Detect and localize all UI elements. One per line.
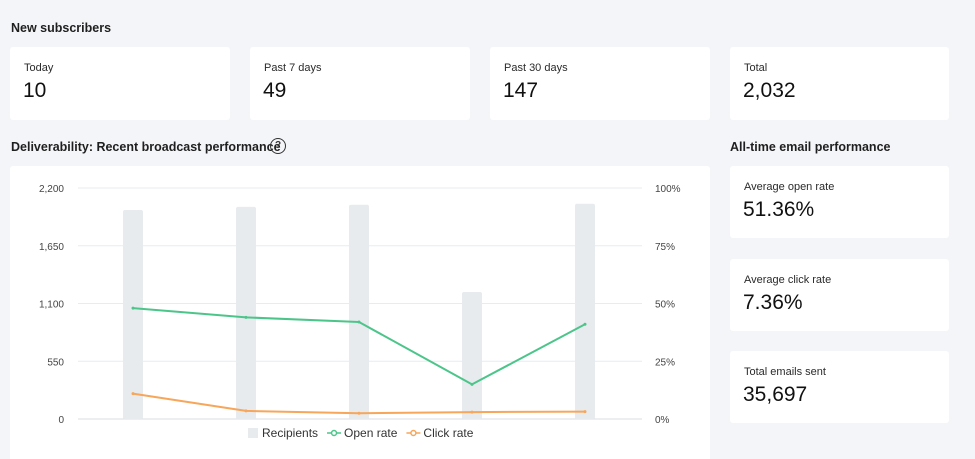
click-rate-point [470, 410, 474, 414]
y2-tick-label: 25% [655, 357, 675, 368]
new-subscribers-title: New subscribers [11, 21, 112, 35]
recipients-bar [123, 210, 143, 419]
stat-label: Total [744, 62, 768, 74]
click-rate-legend-marker [410, 429, 417, 437]
performance-chart: 0 0% 550 25% 1,100 50% 1,650 75% 2,200 100% Recipi… [39, 184, 681, 440]
y-tick-label: 1,650 [39, 242, 64, 253]
stat-value: 49 [263, 79, 287, 102]
click-rate-point [244, 409, 248, 413]
open-rate-legend-marker [330, 429, 338, 437]
stat-value: 51.36% [743, 198, 815, 221]
stat-label: Average open rate [744, 181, 835, 193]
help-icon[interactable]: ? [270, 138, 286, 154]
click-rate-point [583, 410, 587, 414]
stat-value: 10 [23, 79, 47, 102]
legend-label: Open rate [344, 426, 398, 440]
y-tick-label: 550 [47, 357, 64, 368]
open-rate-point [357, 320, 361, 324]
stat-card-total: Total 2,032 [730, 47, 949, 120]
avg-click-rate-card: Average click rate 7.36% [730, 259, 949, 331]
click-rate-point [131, 392, 135, 396]
click-rate-point [357, 411, 361, 415]
stat-value: 35,697 [743, 383, 808, 406]
recipients-bar [462, 291, 482, 419]
y2-tick-label: 100% [655, 184, 681, 195]
open-rate-point [244, 315, 248, 319]
legend-label: Click rate [423, 426, 473, 440]
stat-label: Past 7 days [264, 62, 322, 74]
open-rate-point [583, 322, 587, 326]
stat-card-past-30-days: Past 30 days 147 [490, 47, 710, 120]
legend-label: Recipients [262, 426, 318, 440]
stat-value: 2,032 [743, 79, 796, 102]
stat-label: Average click rate [744, 274, 832, 286]
deliverability-title: Deliverability: Recent broadcast perform… [11, 140, 281, 154]
y-tick-label: 1,100 [39, 300, 64, 311]
stat-value: 7.36% [743, 291, 803, 314]
chart-card: 0 0% 550 25% 1,100 50% 1,650 75% 2,200 100% Recipi… [10, 166, 710, 459]
stat-value: 147 [503, 79, 539, 102]
recipients-bar [236, 206, 256, 419]
y2-tick-label: 50% [655, 300, 675, 311]
alltime-title: All-time email performance [730, 140, 891, 154]
recipients-bar [349, 204, 369, 419]
stat-card-today: Today 10 [10, 47, 230, 120]
total-emails-sent-card: Total emails sent 35,697 [730, 351, 949, 423]
stat-label: Total emails sent [744, 366, 826, 378]
avg-open-rate-card: Average open rate 51.36% [730, 166, 949, 238]
stat-label: Past 30 days [504, 62, 568, 74]
recipients-bar [575, 203, 595, 419]
y2-tick-label: 0% [655, 415, 670, 426]
stat-card-past-7-days: Past 7 days 49 [250, 47, 470, 120]
y-tick-label: 2,200 [39, 184, 64, 195]
open-rate-point [131, 306, 135, 310]
open-rate-point [470, 382, 474, 386]
recipients-legend-swatch [248, 428, 258, 438]
stat-label: Today [24, 62, 54, 74]
y2-tick-label: 75% [655, 242, 675, 253]
y-tick-label: 0 [58, 415, 64, 426]
